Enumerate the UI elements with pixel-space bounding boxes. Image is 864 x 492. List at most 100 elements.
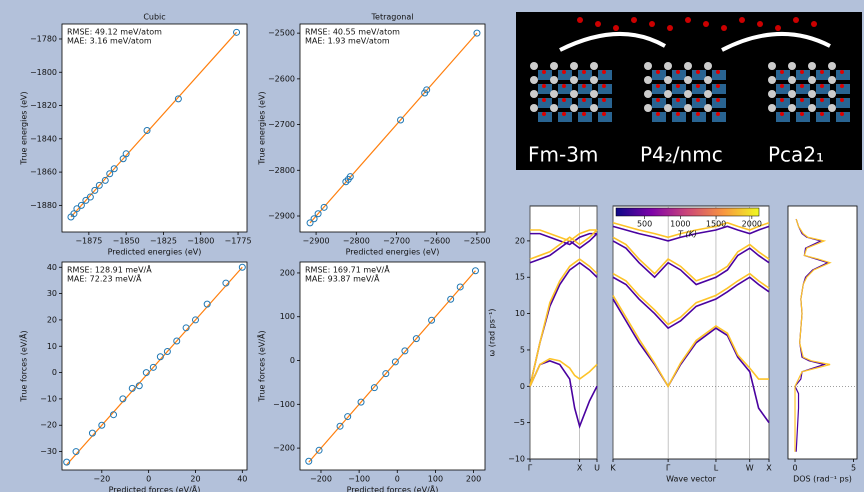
atom bbox=[582, 98, 586, 102]
atom bbox=[667, 25, 673, 31]
atom bbox=[570, 104, 578, 112]
x-tick-label: −2500 bbox=[463, 237, 490, 246]
y-tick-label: −2600 bbox=[268, 74, 295, 83]
atom bbox=[820, 112, 824, 116]
atom bbox=[562, 98, 566, 102]
atom bbox=[562, 112, 566, 116]
colorbar-tick-label: 1000 bbox=[670, 220, 690, 229]
x-tick-label: −1775 bbox=[225, 237, 252, 246]
atom bbox=[800, 98, 804, 102]
annotation: RMSE: 49.12 meV/atom bbox=[67, 28, 162, 37]
atom bbox=[811, 21, 817, 27]
y-tick-label: −1860 bbox=[30, 168, 57, 177]
atom bbox=[562, 84, 566, 88]
atom bbox=[550, 90, 558, 98]
y-axis-label: True energies (eV) bbox=[258, 91, 267, 165]
atom bbox=[840, 98, 844, 102]
atom bbox=[780, 70, 784, 74]
x-tick-label: U bbox=[594, 464, 600, 473]
x-tick-label: −100 bbox=[348, 475, 370, 484]
x-tick-label: X bbox=[766, 464, 772, 473]
x-tick-label: −200 bbox=[310, 475, 332, 484]
y-tick-label: 40 bbox=[47, 263, 57, 272]
atom bbox=[828, 90, 836, 98]
y-tick-label: −5 bbox=[513, 418, 525, 427]
y-tick-label: −20 bbox=[40, 421, 57, 430]
atom bbox=[684, 62, 692, 70]
atom bbox=[644, 104, 652, 112]
atom bbox=[716, 112, 720, 116]
atom bbox=[530, 104, 538, 112]
atom bbox=[656, 112, 660, 116]
x-tick-label: −2900 bbox=[303, 237, 330, 246]
atom bbox=[757, 21, 763, 27]
atom bbox=[582, 112, 586, 116]
chart-title: Tetragonal bbox=[371, 13, 414, 22]
y-tick-label: −2700 bbox=[268, 120, 295, 129]
atom bbox=[793, 17, 799, 23]
atom bbox=[820, 84, 824, 88]
x-tick-label: −1850 bbox=[113, 237, 140, 246]
x-tick-label: −2600 bbox=[423, 237, 450, 246]
x-tick-label: L bbox=[714, 464, 719, 473]
atom bbox=[542, 112, 546, 116]
atom bbox=[800, 70, 804, 74]
atom bbox=[696, 98, 700, 102]
annotation: MAE: 72.23 meV/Å bbox=[67, 273, 142, 284]
x-tick-label: −2700 bbox=[383, 237, 410, 246]
atom bbox=[595, 21, 601, 27]
structure-label: P4₂/nmc bbox=[640, 143, 723, 167]
atom bbox=[562, 70, 566, 74]
atom bbox=[649, 21, 655, 27]
atom bbox=[685, 17, 691, 23]
x-tick-label: 0 bbox=[146, 475, 151, 484]
structure-label: Pca2₁ bbox=[768, 143, 824, 167]
x-axis-label: Predicted energies (eV) bbox=[108, 248, 202, 257]
y-tick-label: −2800 bbox=[268, 166, 295, 175]
y-tick-label: 20 bbox=[47, 315, 57, 324]
atom bbox=[684, 90, 692, 98]
y-tick-label: 10 bbox=[515, 309, 525, 318]
atom bbox=[582, 84, 586, 88]
x-tick-label: K bbox=[610, 464, 616, 473]
atom bbox=[631, 17, 637, 23]
y-tick-label: 100 bbox=[280, 312, 295, 321]
atom bbox=[613, 25, 619, 31]
atom bbox=[704, 90, 712, 98]
atom bbox=[808, 62, 816, 70]
atom bbox=[780, 112, 784, 116]
x-tick-label: W bbox=[746, 464, 754, 473]
annotation: MAE: 1.93 meV/atom bbox=[305, 37, 390, 46]
x-tick-label: 200 bbox=[466, 475, 481, 484]
atom bbox=[656, 98, 660, 102]
x-tick-label: 40 bbox=[237, 475, 247, 484]
atom bbox=[800, 84, 804, 88]
y-tick-label: −10 bbox=[40, 394, 57, 403]
y-tick-label: 0 bbox=[52, 368, 57, 377]
atom bbox=[828, 76, 836, 84]
y-axis-label: ω (rad ps⁻¹) bbox=[488, 309, 497, 357]
x-tick-label: X bbox=[577, 464, 583, 473]
structure-label: Fm-3m bbox=[528, 143, 598, 167]
atom bbox=[676, 112, 680, 116]
y-tick-label: 15 bbox=[515, 273, 525, 282]
y-axis-label: True forces (eV/Å) bbox=[256, 330, 267, 402]
atom bbox=[721, 25, 727, 31]
atom bbox=[602, 112, 606, 116]
annotation: RMSE: 169.71 meV/Å bbox=[305, 264, 390, 275]
atom bbox=[716, 70, 720, 74]
x-tick-label: 20 bbox=[190, 475, 200, 484]
atom bbox=[664, 90, 672, 98]
atom bbox=[716, 84, 720, 88]
colorbar-tick-label: 2000 bbox=[742, 220, 762, 229]
atom bbox=[676, 70, 680, 74]
atom bbox=[788, 76, 796, 84]
colorbar-tick-label: 500 bbox=[637, 220, 652, 229]
annotation: MAE: 93.87 meV/Å bbox=[305, 273, 380, 284]
y-axis-label: True forces (eV/Å) bbox=[18, 330, 29, 402]
colorbar bbox=[616, 208, 759, 216]
y-tick-label: −30 bbox=[40, 447, 57, 456]
atom bbox=[768, 90, 776, 98]
x-axis-label: Predicted forces (eV/Å) bbox=[347, 484, 439, 492]
atom bbox=[590, 76, 598, 84]
